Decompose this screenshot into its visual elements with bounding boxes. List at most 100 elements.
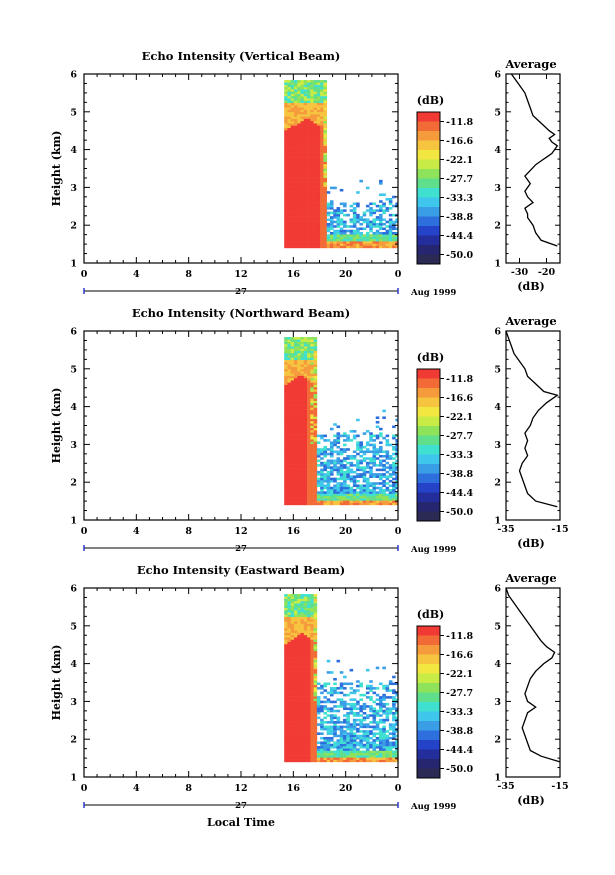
echo-cell	[379, 502, 383, 506]
echo-cell	[307, 207, 311, 210]
echo-cell	[369, 709, 373, 713]
echo-cell	[352, 741, 357, 745]
echo-cell	[385, 498, 390, 501]
echo-cell	[372, 748, 377, 751]
echo-cell	[297, 457, 301, 460]
echo-cell	[375, 222, 380, 226]
echo-cell	[333, 725, 337, 729]
echo-cell	[375, 245, 380, 249]
echo-cell	[307, 227, 311, 231]
echo-cell	[336, 459, 341, 463]
echo-cell	[352, 464, 357, 467]
y-axis-label: Height (km)	[50, 645, 63, 721]
echo-cell	[284, 352, 288, 356]
echo-cell	[307, 170, 311, 174]
echo-cell	[297, 739, 301, 742]
echo-cell	[392, 461, 396, 465]
echo-cell	[320, 216, 324, 219]
echo-cell	[313, 689, 318, 692]
echo-cell	[313, 705, 318, 708]
echo-cell	[365, 500, 370, 503]
echo-cell	[307, 416, 311, 419]
echo-cell	[365, 218, 370, 221]
echo-cell	[300, 389, 305, 392]
echo-cell	[297, 420, 301, 424]
echo-cell	[297, 619, 301, 622]
echo-cell	[395, 466, 399, 469]
echo-cell	[359, 216, 363, 219]
echo-cell	[333, 234, 337, 237]
echo-cell	[372, 434, 377, 438]
echo-cell	[293, 752, 298, 756]
echo-cell	[313, 148, 318, 151]
echo-cell	[307, 218, 311, 221]
echo-cell	[349, 245, 354, 249]
echo-cell	[395, 454, 399, 458]
echo-cell	[352, 454, 357, 458]
echo-cell	[300, 411, 305, 415]
echo-cell	[293, 691, 298, 695]
echo-cell	[349, 691, 354, 695]
echo-cell	[300, 634, 305, 638]
echo-cell	[326, 739, 331, 742]
echo-cell	[284, 696, 288, 699]
echo-cell	[316, 163, 321, 167]
echo-cell	[297, 371, 301, 374]
echo-cell	[300, 195, 305, 199]
echo-cell	[336, 241, 341, 244]
echo-cell	[316, 197, 321, 201]
colorbar-swatch	[417, 407, 440, 417]
echo-cell	[297, 89, 301, 92]
echo-cell	[313, 495, 318, 499]
echo-cell	[307, 646, 311, 649]
x-tick-label: 8	[185, 783, 192, 794]
echo-cell	[307, 425, 311, 429]
echo-cell	[369, 502, 373, 506]
echo-cell	[303, 714, 308, 717]
echo-cell	[307, 607, 311, 611]
echo-cell	[307, 718, 311, 722]
echo-cell	[293, 659, 298, 663]
echo-cell	[293, 227, 298, 231]
echo-cell	[297, 220, 301, 224]
echo-cell	[310, 396, 314, 399]
echo-cell	[369, 222, 373, 226]
echo-cell	[284, 609, 288, 613]
echo-cell	[369, 482, 373, 485]
echo-cell	[284, 459, 288, 463]
echo-cell	[300, 755, 305, 758]
echo-cell	[303, 619, 308, 622]
echo-cell	[297, 628, 301, 631]
echo-cell	[307, 402, 311, 406]
echo-cell	[290, 389, 295, 392]
echo-cell	[307, 95, 311, 99]
echo-cell	[379, 209, 383, 212]
echo-cell	[379, 730, 383, 733]
echo-cell	[307, 368, 311, 372]
echo-cell	[293, 222, 298, 226]
echo-cell	[297, 141, 301, 144]
echo-cell	[287, 741, 292, 745]
echo-cell	[307, 375, 311, 379]
echo-cell	[388, 750, 393, 754]
echo-cell	[395, 502, 399, 506]
echo-cell	[303, 682, 308, 686]
echo-cell	[385, 232, 390, 235]
echo-cell	[303, 612, 308, 615]
echo-cell	[310, 157, 314, 160]
echo-cell	[388, 232, 393, 235]
echo-cell	[297, 723, 301, 726]
echo-cell	[316, 459, 321, 463]
echo-cell	[300, 450, 305, 454]
echo-cell	[290, 391, 295, 395]
echo-cell	[290, 209, 295, 212]
echo-cell	[316, 746, 321, 749]
echo-cell	[287, 666, 292, 670]
echo-cell	[388, 241, 393, 244]
echo-cell	[333, 491, 337, 494]
echo-cell	[372, 459, 377, 463]
echo-cell	[297, 120, 301, 124]
echo-cell	[382, 232, 386, 235]
echo-cell	[303, 123, 308, 126]
echo-cell	[395, 716, 399, 720]
